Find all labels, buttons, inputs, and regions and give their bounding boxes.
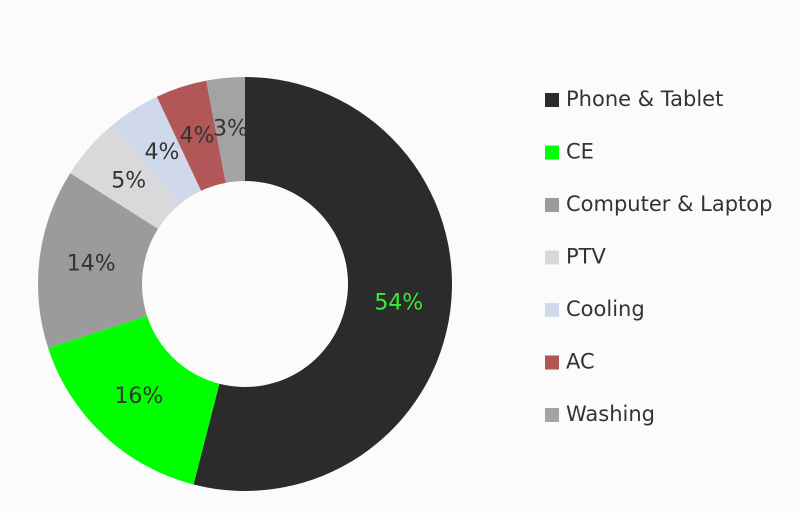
legend-swatch (545, 303, 559, 317)
legend-label: AC (566, 350, 595, 374)
data-label: 3% (213, 117, 248, 142)
legend-swatch (545, 145, 559, 160)
legend-label: CE (566, 140, 594, 164)
legend-swatch (545, 93, 559, 107)
slice (70, 124, 180, 229)
data-label: 4% (144, 140, 179, 165)
slice (48, 315, 220, 485)
legend-label: Washing (566, 402, 655, 426)
slice (156, 80, 226, 191)
legend-swatch (545, 355, 559, 370)
slice (193, 77, 453, 492)
slice (38, 173, 159, 348)
legend-swatch (545, 250, 559, 265)
data-label: 54% (374, 290, 423, 315)
slice (206, 77, 245, 183)
data-label: 16% (114, 384, 163, 409)
legend-swatch (545, 198, 559, 212)
legend-label: Cooling (566, 297, 645, 321)
data-label: 4% (180, 124, 215, 149)
data-label: 5% (111, 168, 146, 193)
legend-label: Phone & Tablet (566, 87, 723, 111)
legend-label: PTV (566, 245, 606, 269)
legend-label: Computer & Laptop (566, 192, 772, 216)
slice (113, 96, 202, 205)
data-label: 14% (67, 252, 116, 277)
legend-swatch (545, 408, 559, 422)
